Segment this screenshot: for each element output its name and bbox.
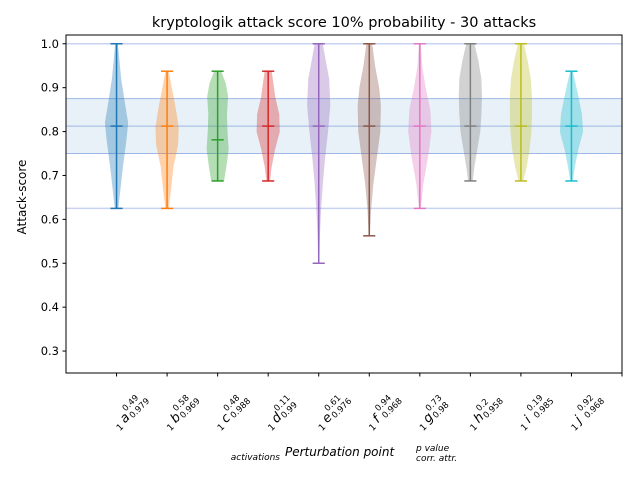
x-tick-activations: 1 [267, 422, 278, 433]
x-tick-activations: 1 [519, 422, 530, 433]
y-tick-label: 0.5 [41, 256, 59, 270]
x-tick-label-c: 1c0.480.988 [216, 393, 253, 433]
x-tick-activations: 1 [418, 422, 429, 433]
x-tick-activations: 1 [216, 422, 227, 433]
y-axis-label: Attack-score [15, 160, 29, 235]
y-tick-label: 0.6 [41, 212, 59, 226]
x-tick-activations: 1 [570, 422, 581, 433]
x-axis-label: activations Perturbation point p value c… [231, 444, 457, 464]
y-tick-label: 0.4 [41, 300, 59, 314]
axes-frame [65, 34, 623, 374]
y-tick-label: 0.3 [41, 344, 59, 358]
y-tick-label: 1.0 [41, 37, 59, 51]
x-axis-label-sup2: corr. attr. [416, 454, 457, 464]
y-tick-label: 0.9 [41, 81, 59, 95]
x-axis-label-sup: p value [415, 444, 450, 454]
x-tick-activations: 1 [469, 422, 480, 433]
x-axis-label-sub: activations [231, 453, 281, 463]
x-tick-activations: 1 [115, 422, 126, 433]
y-tick-label: 0.7 [41, 168, 59, 182]
x-axis-label-main: Perturbation point [285, 445, 395, 459]
chart-title: kryptologik attack score 10% probability… [152, 15, 536, 31]
x-tick-label-i: 1i0.190.985 [519, 393, 556, 433]
x-tick-activations: 1 [368, 422, 379, 433]
y-tick-label: 0.8 [41, 125, 59, 139]
x-tick-activations: 1 [317, 422, 328, 433]
x-tick-activations: 1 [166, 422, 177, 433]
